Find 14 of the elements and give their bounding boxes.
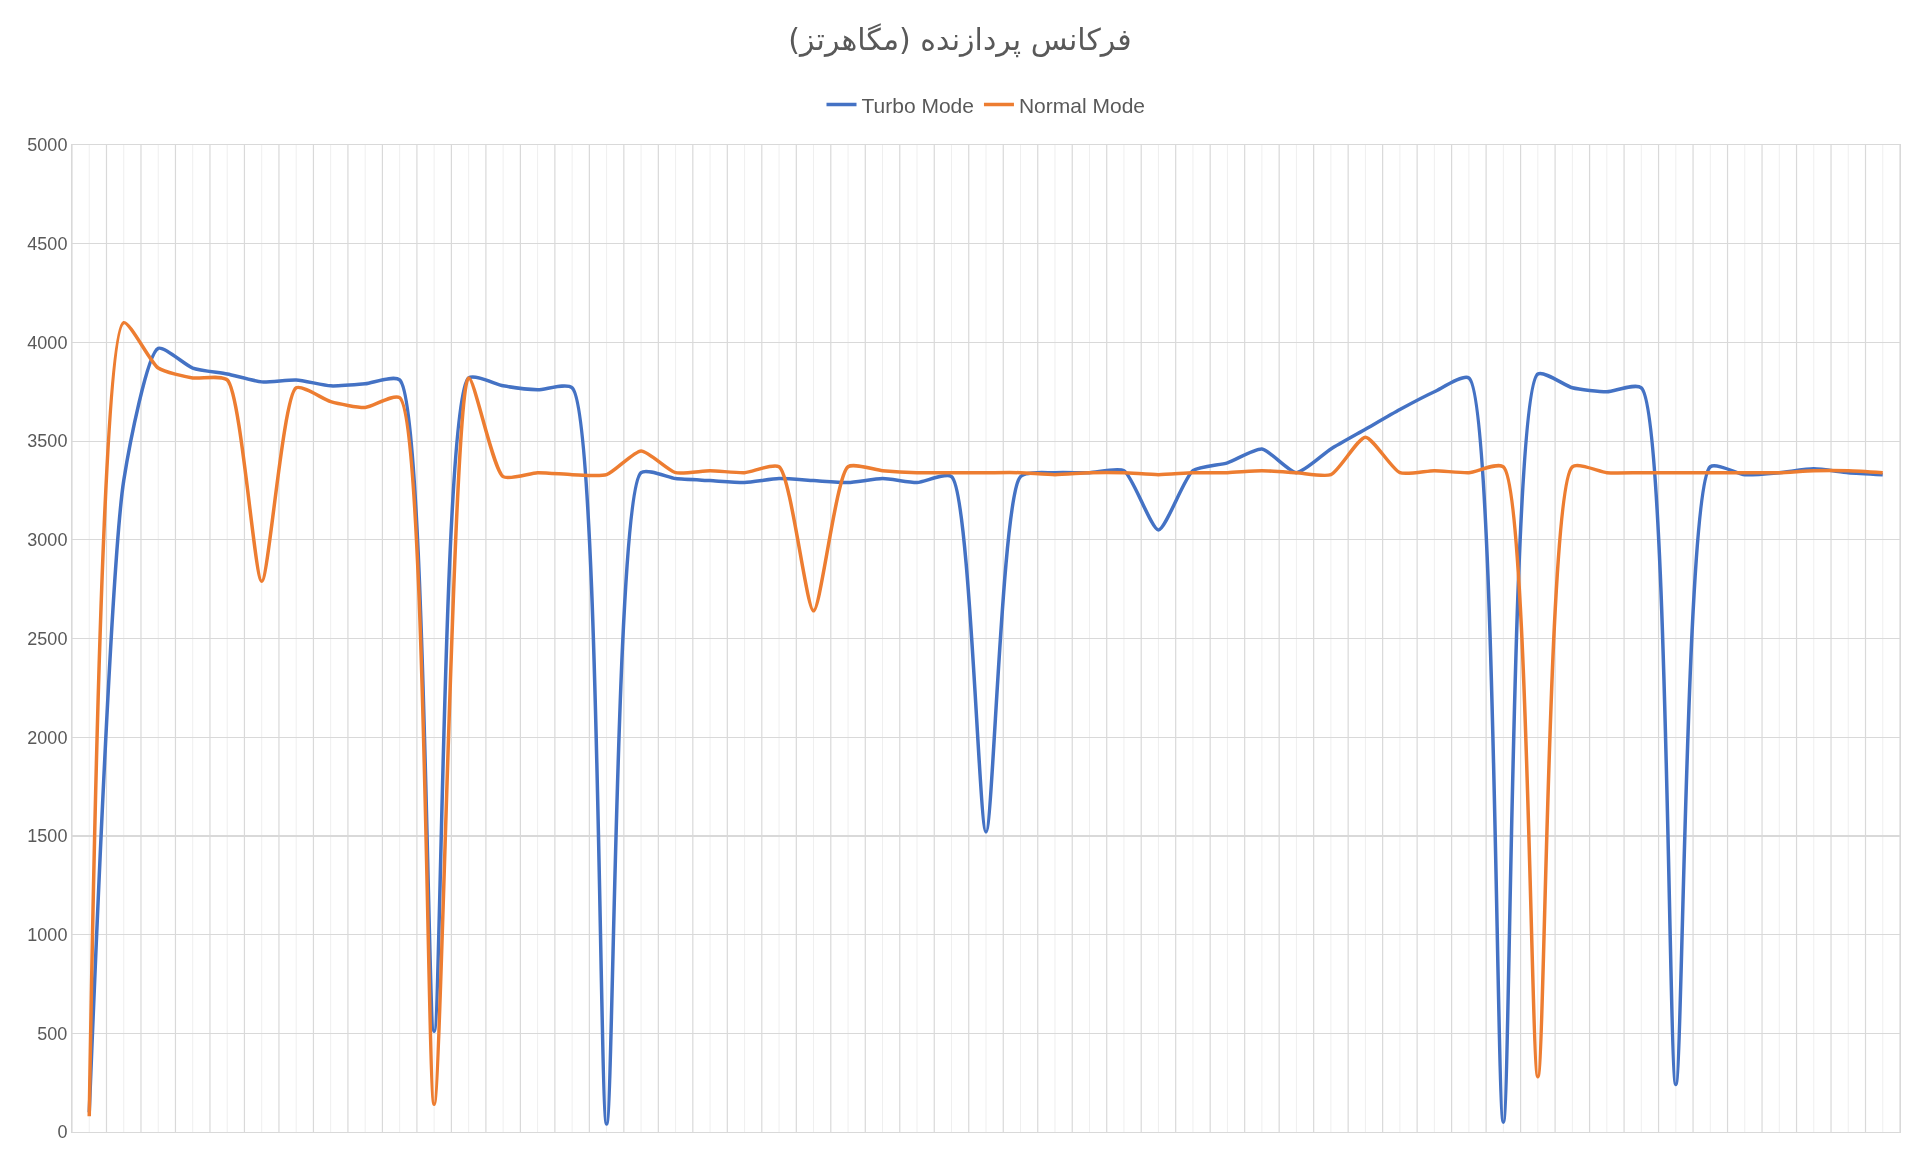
y-tick-label: 1500 bbox=[27, 826, 68, 847]
y-tick-label: 0 bbox=[57, 1122, 68, 1143]
y-tick-label: 2000 bbox=[27, 727, 68, 748]
y-tick-label: 5000 bbox=[27, 135, 68, 156]
y-tick-label: 4000 bbox=[27, 332, 68, 353]
y-tick-label: 500 bbox=[37, 1023, 68, 1044]
y-tick-label: 3000 bbox=[27, 530, 68, 551]
y-tick-label: 2500 bbox=[27, 628, 68, 649]
y-tick-label: 4500 bbox=[27, 234, 68, 254]
legend-label: Turbo Mode bbox=[861, 93, 974, 117]
y-tick-label: 1000 bbox=[27, 924, 68, 945]
y-tick-label: 3500 bbox=[27, 431, 68, 452]
chart-title: فرکانس پردازنده (مگاهرتز) bbox=[788, 21, 1132, 58]
legend-label: Normal Mode bbox=[1018, 93, 1145, 117]
